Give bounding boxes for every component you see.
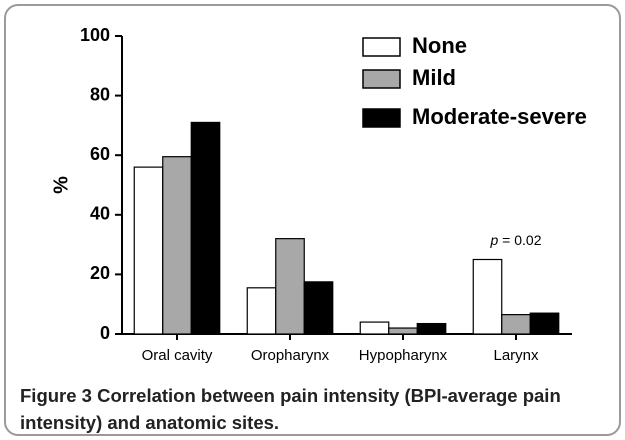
bar [246,287,277,335]
annotation-text: = 0.02 [502,232,542,248]
caption-label: Figure 3 [20,385,92,406]
y-axis-label: % [50,176,72,194]
bar [501,314,531,335]
bar [359,321,390,335]
y-tick-label: 100 [80,25,110,45]
y-tick-label: 80 [90,84,110,104]
annotation-label: p [489,232,498,248]
bar [162,156,192,335]
bar [416,322,447,335]
legend-swatch [362,108,401,128]
legend-swatch [362,69,401,89]
legend-swatch [362,37,401,57]
y-tick-label: 0 [100,323,110,343]
bar [190,121,221,335]
bar [388,327,418,335]
legend-label: Mild [412,65,456,90]
y-tick-label: 40 [90,204,110,224]
figure-frame [4,4,621,436]
bar [472,258,503,335]
legend-label: Moderate-severe [412,104,587,129]
y-tick-label: 60 [90,144,110,164]
x-tick-label: Hypopharynx [359,347,448,364]
bar [303,281,334,335]
bar [529,312,560,335]
bar [275,238,305,335]
x-tick-label: Oral cavity [142,347,213,364]
bar [133,166,164,335]
x-tick-label: Oropharynx [251,347,330,364]
legend-label: None [412,33,467,58]
y-tick-label: 20 [90,263,110,283]
caption-text: Correlation between pain intensity (BPI-… [20,385,561,433]
annotation: p = 0.02 [489,232,541,248]
x-tick-label: Larynx [493,347,539,364]
caption: Figure 3 Correlation between pain intens… [20,382,620,436]
